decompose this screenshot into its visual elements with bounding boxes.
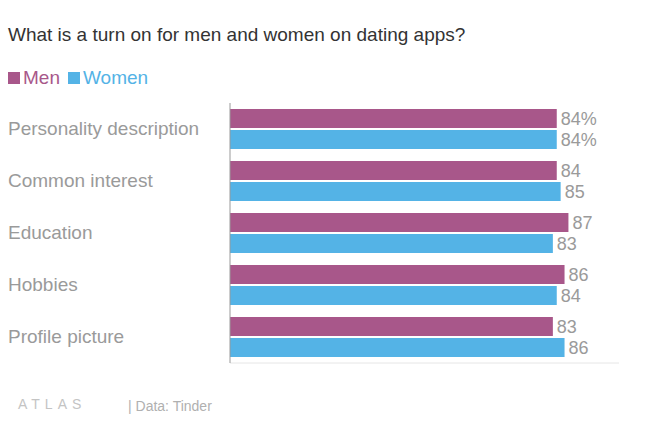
svg-text:86: 86 (569, 338, 589, 358)
svg-text:Common interest: Common interest (8, 170, 153, 191)
svg-text:86: 86 (569, 265, 589, 285)
svg-text:84: 84 (561, 286, 581, 306)
svg-text:83: 83 (557, 234, 577, 254)
html-text:ATLAS: ATLAS (18, 396, 87, 412)
html-text:| Data: Tinder: | Data: Tinder (128, 398, 212, 414)
svg-text:84%: 84% (561, 109, 597, 129)
svg-text:87: 87 (572, 213, 592, 233)
svg-text:84%: 84% (561, 130, 597, 150)
svg-text:83: 83 (557, 317, 577, 337)
svg-text:Profile picture: Profile picture (8, 326, 124, 347)
svg-text:84: 84 (561, 161, 581, 181)
svg-text:Hobbies: Hobbies (8, 274, 78, 295)
svg-text:Personality description: Personality description (8, 118, 199, 139)
html-text:Women: Women (83, 67, 149, 88)
html-text:What is a turn on for men and: What is a turn on for men and women on d… (8, 24, 466, 45)
svg-text:85: 85 (565, 182, 585, 202)
html-text:Men: Men (23, 67, 60, 88)
svg-text:Education: Education (8, 222, 93, 243)
